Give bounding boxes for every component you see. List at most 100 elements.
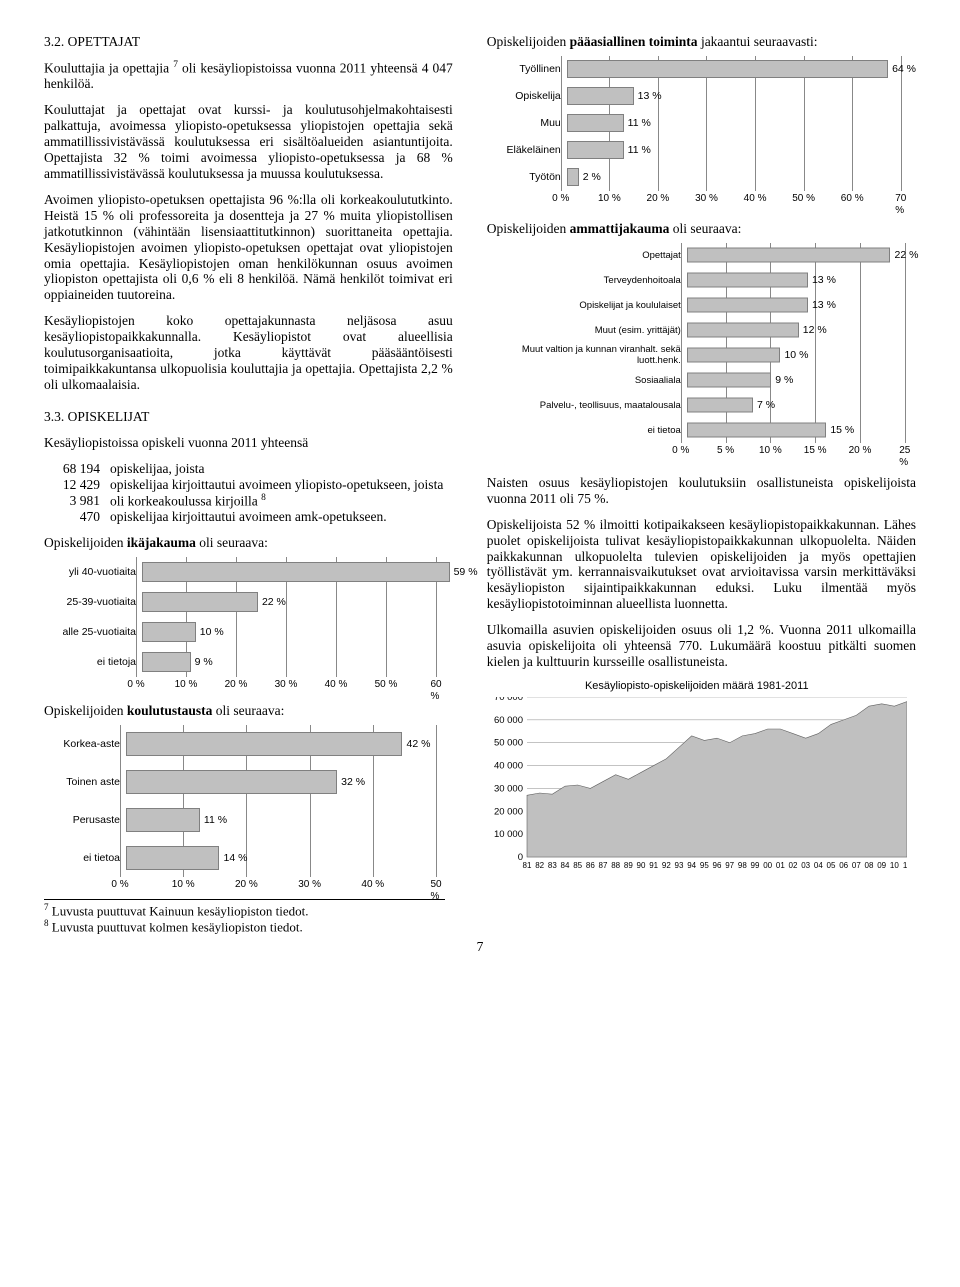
hbar-category-label: Muu: [487, 117, 567, 129]
hbar-axis-tick: 50 %: [375, 679, 398, 691]
hbar-value-label: 11 %: [628, 117, 651, 129]
left-column: 3.2. OPETTAJAT Kouluttajia ja opettajia …: [44, 34, 453, 893]
hbar-row: Opiskelijat ja koululaiset13 %: [487, 293, 916, 318]
svg-text:10: 10: [890, 861, 899, 870]
hbar-category-label: Perusaste: [44, 814, 126, 826]
svg-text:10 000: 10 000: [494, 829, 523, 840]
para-r2: Opiskelijoista 52 % ilmoitti kotipaikaks…: [487, 517, 916, 613]
hbar-bar: [567, 141, 624, 159]
svg-text:05: 05: [826, 861, 835, 870]
hbar-value-label: 13 %: [812, 299, 836, 311]
hbar-axis-tick: 30 %: [275, 679, 298, 691]
para-l4: Kesäyliopistojen koko opettajakunnasta n…: [44, 313, 453, 393]
svg-text:00: 00: [763, 861, 772, 870]
hbar-row: Terveydenhoitoala13 %: [487, 268, 916, 293]
svg-text:92: 92: [662, 861, 671, 870]
hbar-bar: [126, 732, 402, 756]
heading-3-2: 3.2. OPETTAJAT: [44, 34, 453, 50]
para-r3: Ulkomailla asuvien opiskelijoiden osuus …: [487, 622, 916, 670]
hbar-axis-tick: 60 %: [841, 193, 864, 205]
hbar-axis-tick: 70 %: [895, 193, 906, 217]
hbar-value-label: 11 %: [204, 814, 227, 826]
hbar-axis-tick: 50 %: [792, 193, 815, 205]
hbar-value-label: 9 %: [195, 656, 213, 668]
hbar-bar: [687, 373, 772, 388]
hbar-bar: [687, 298, 808, 313]
hbar-category-label: Muut (esim. yrittäjät): [487, 325, 687, 336]
hbar-value-label: 10 %: [200, 626, 224, 638]
hbar-row: Sosiaaliala9 %: [487, 368, 916, 393]
svg-text:60 000: 60 000: [494, 715, 523, 726]
svg-text:95: 95: [700, 861, 709, 870]
hbar-axis-tick: 20 %: [225, 679, 248, 691]
chart-koulutus-title: Opiskelijoiden koulutustausta oli seuraa…: [44, 703, 453, 719]
hbar-axis-tick: 10 %: [172, 879, 195, 891]
hbar-axis-tick: 20 %: [647, 193, 670, 205]
svg-text:94: 94: [687, 861, 696, 870]
hbar-row: ei tietoja9 %: [44, 647, 453, 677]
hbar-axis-tick: 15 %: [804, 445, 827, 457]
hbar-category-label: Korkea-aste: [44, 738, 126, 750]
svg-text:89: 89: [624, 861, 633, 870]
svg-text:82: 82: [535, 861, 544, 870]
list-num: 12 429: [44, 477, 110, 493]
right-column: Opiskelijoiden pääasiallinen toiminta ja…: [487, 34, 916, 893]
hbar-value-label: 9 %: [775, 374, 793, 386]
chart-toiminta: Työllinen64 %Opiskelija13 %Muu11 %Eläkel…: [487, 56, 916, 207]
svg-text:06: 06: [839, 861, 848, 870]
hbar-axis-tick: 40 %: [325, 679, 348, 691]
hbar-bar: [687, 348, 781, 363]
hbar-category-label: Opiskelija: [487, 90, 567, 102]
hbar-axis-tick: 50 %: [430, 879, 441, 903]
svg-text:04: 04: [814, 861, 823, 870]
chart-ammatti: Opettajat22 %Terveydenhoitoala13 %Opiske…: [487, 243, 916, 459]
footnotes: 7 Luvusta puuttuvat Kainuun kesäyliopist…: [44, 899, 445, 935]
chart-koulutus: Korkea-aste42 %Toinen aste32 %Perusaste1…: [44, 725, 453, 893]
chart-ika-title: Opiskelijoiden ikäjakauma oli seuraava:: [44, 535, 453, 551]
hbar-bar: [687, 323, 799, 338]
list-num: 3 981: [44, 493, 110, 509]
hbar-row: Työllinen64 %: [487, 56, 916, 83]
chart-area: Kesäyliopisto-opiskelijoiden määrä 1981-…: [487, 680, 907, 880]
list-text: opiskelijaa kirjoittautui avoimeen amk-o…: [110, 509, 387, 525]
hbar-bar: [126, 770, 337, 794]
svg-text:01: 01: [776, 861, 785, 870]
hbar-axis-tick: 10 %: [759, 445, 782, 457]
hbar-axis-tick: 10 %: [175, 679, 198, 691]
svg-text:91: 91: [649, 861, 658, 870]
hbar-axis-tick: 0 %: [672, 445, 689, 457]
heading-3-3: 3.3. OPISKELIJAT: [44, 409, 453, 425]
upper-columns: 3.2. OPETTAJAT Kouluttajia ja opettajia …: [44, 34, 916, 893]
hbar-bar: [687, 273, 808, 288]
list-num: 470: [44, 509, 110, 525]
hbar-axis-tick: 40 %: [744, 193, 767, 205]
hbar-category-label: 25-39-vuotiaita: [44, 596, 142, 608]
svg-text:84: 84: [560, 861, 569, 870]
hbar-row: alle 25-vuotiaita 10 %: [44, 617, 453, 647]
hbar-bar: [142, 592, 258, 612]
svg-text:97: 97: [725, 861, 734, 870]
svg-text:83: 83: [548, 861, 557, 870]
list-text: opiskelijaa kirjoittautui avoimeen yliop…: [110, 477, 443, 493]
svg-text:88: 88: [611, 861, 620, 870]
svg-text:98: 98: [738, 861, 747, 870]
hbar-axis-tick: 30 %: [695, 193, 718, 205]
hbar-value-label: 59 %: [454, 566, 478, 578]
hbar-bar: [687, 423, 827, 438]
hbar-category-label: Eläkeläinen: [487, 144, 567, 156]
hbar-category-label: ei tietoa: [44, 852, 126, 864]
hbar-bar: [687, 248, 891, 263]
study-counts-list: 68 194opiskelijaa, joista12 429opiskelij…: [44, 461, 453, 525]
svg-text:02: 02: [788, 861, 797, 870]
svg-text:93: 93: [674, 861, 683, 870]
svg-text:20 000: 20 000: [494, 806, 523, 817]
hbar-value-label: 64 %: [892, 63, 916, 75]
hbar-category-label: alle 25-vuotiaita: [44, 626, 142, 638]
chart-ika: yli 40-vuotiaita59 %25-39-vuotiaita22 %a…: [44, 557, 453, 693]
hbar-category-label: Opettajat: [487, 250, 687, 261]
hbar-row: Muu 11 %: [487, 110, 916, 137]
hbar-row: Työtön2 %: [487, 164, 916, 191]
svg-text:09: 09: [877, 861, 886, 870]
hbar-axis-tick: 60 %: [430, 679, 441, 703]
chart-ammatti-title: Opiskelijoiden ammattijakauma oli seuraa…: [487, 221, 916, 237]
